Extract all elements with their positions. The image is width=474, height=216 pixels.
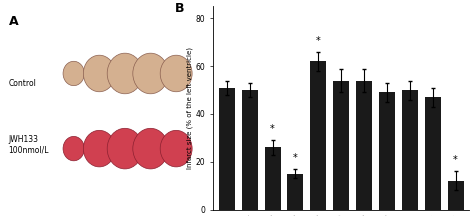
Ellipse shape — [107, 53, 143, 94]
Text: *: * — [453, 155, 458, 165]
Ellipse shape — [63, 61, 84, 86]
Text: A: A — [9, 15, 18, 28]
Y-axis label: Infarct size (% of the left ventricle): Infarct size (% of the left ventricle) — [186, 47, 193, 169]
Ellipse shape — [107, 128, 143, 169]
Text: *: * — [270, 124, 275, 134]
Ellipse shape — [160, 55, 192, 92]
Text: JWH133
100nmol/L: JWH133 100nmol/L — [9, 135, 49, 154]
Bar — [310, 61, 326, 210]
Text: *: * — [316, 36, 321, 46]
Bar — [219, 88, 235, 210]
Bar — [379, 92, 395, 210]
Text: B: B — [175, 2, 184, 15]
Bar — [264, 147, 281, 210]
Bar — [402, 90, 418, 210]
Text: *: * — [293, 153, 298, 163]
Ellipse shape — [83, 130, 115, 167]
Text: Control: Control — [9, 79, 36, 88]
Bar — [333, 81, 349, 210]
Ellipse shape — [83, 55, 115, 92]
Ellipse shape — [160, 130, 192, 167]
Bar — [287, 174, 303, 210]
Bar — [447, 181, 464, 210]
Bar — [242, 90, 258, 210]
Ellipse shape — [133, 53, 168, 94]
Ellipse shape — [133, 128, 168, 169]
Bar — [425, 97, 441, 210]
Bar — [356, 81, 372, 210]
Ellipse shape — [63, 137, 84, 161]
